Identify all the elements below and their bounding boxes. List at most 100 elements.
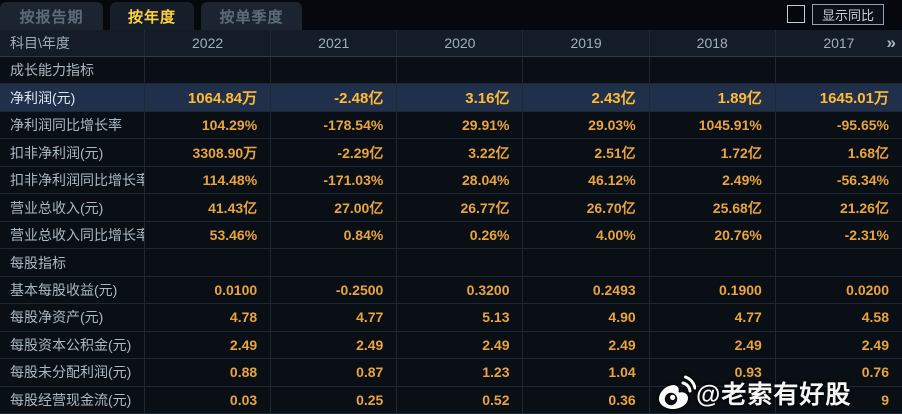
value-cell: 2.49: [145, 331, 272, 359]
value-cell: 4.77: [271, 304, 398, 331]
value-cell: [145, 249, 272, 276]
value-cell: [397, 57, 524, 84]
table-row[interactable]: 每股未分配利润(元) 0.88 0.87 1.23 1.04 0.93 0.76: [0, 359, 902, 387]
value-cell: 21.26亿: [839, 199, 889, 216]
value-cell: 53.46%: [145, 221, 272, 249]
row-label: 营业总收入(元): [0, 194, 145, 221]
value-cell: 0.2493: [523, 276, 650, 304]
value-cell: 2.49%: [650, 166, 776, 194]
row-label: 每股净资产(元): [0, 304, 145, 331]
table-row[interactable]: 每股净资产(元) 4.78 4.77 5.13 4.90 4.77 4.58: [0, 304, 902, 332]
section-header-row[interactable]: 成长能力指标: [0, 57, 902, 85]
table-row[interactable]: 营业总收入(元) 41.43亿 27.00亿 26.77亿 26.70亿 25.68亿 21…: [0, 194, 902, 222]
value-cell: 0.52: [397, 386, 524, 414]
value-cell: 0.87: [271, 359, 398, 386]
table-row[interactable]: 营业总收入同比增长率 53.46% 0.84% 0.26% 4.00% 20.76% -2.…: [0, 221, 902, 250]
value-cell: 0.3200: [397, 276, 524, 304]
value-cell: 0.26%: [397, 221, 524, 249]
section-header-row[interactable]: 每股指标: [0, 249, 902, 277]
table-row[interactable]: 净利润(元) 1064.84万 -2.48亿 3.16亿 2.43亿 1.89亿 1645.…: [0, 84, 902, 112]
financial-table: 科目\年度 2022 2021 2020 2019 2018 2017 » 成长…: [0, 30, 902, 414]
table-row[interactable]: 扣非净利润(元) 3308.90万 -2.29亿 3.22亿 2.51亿 1.72亿 1.6…: [0, 139, 902, 167]
value-cell: [271, 57, 398, 84]
show-yoy-label[interactable]: 显示同比: [812, 4, 885, 25]
value-cell: 41.43亿: [145, 194, 272, 221]
tab-by-year[interactable]: 按年度: [110, 2, 194, 30]
value-cell: -178.54%: [271, 111, 398, 139]
row-label: 每股未分配利润(元): [0, 359, 145, 386]
table-row[interactable]: 净利润同比增长率 104.29% -178.54% 29.91% 29.03% 1045.…: [0, 111, 902, 140]
value-cell: 0.88: [145, 359, 272, 386]
value-cell: 3.22亿: [397, 139, 524, 166]
value-cell: 0.84%: [271, 221, 398, 249]
value-cell: -171.03%: [271, 166, 398, 194]
value-cell: 29.91%: [397, 111, 524, 139]
year-header-2020: 2020: [397, 30, 524, 56]
value-cell: -2.48亿: [271, 84, 398, 111]
value-cell: 0.03: [145, 386, 272, 414]
year-header-2021: 2021: [271, 30, 398, 56]
value-cell: [145, 57, 272, 84]
value-cell: 27.00亿: [271, 194, 398, 221]
value-cell: [397, 249, 524, 276]
value-cell: 1.04: [523, 359, 650, 386]
value-cell: 2.49: [523, 331, 650, 359]
value-cell: 1045.91%: [650, 111, 776, 139]
value-cell: [271, 249, 398, 276]
year-header-2019: 2019: [523, 30, 650, 56]
row-label: 净利润(元): [0, 84, 145, 111]
value-cell: [650, 249, 776, 276]
value-cell: [776, 249, 902, 275]
year-header-2022: 2022: [145, 30, 272, 56]
year-header-2018: 2018: [650, 30, 776, 56]
value-cell: 4.00%: [523, 221, 650, 249]
row-label: 成长能力指标: [0, 57, 145, 84]
value-cell: 0.0200: [846, 281, 889, 298]
value-cell: [523, 249, 650, 276]
value-cell: 4.78: [145, 304, 272, 331]
row-label: 营业总收入同比增长率: [0, 221, 145, 249]
tab-by-quarter[interactable]: 按单季度: [201, 2, 302, 30]
table-row[interactable]: 每股经营现金流(元) 0.03 0.25 0.52 0.36 0 9: [0, 386, 902, 414]
value-cell: 2.43亿: [523, 84, 650, 111]
row-label: 每股经营现金流(元): [0, 386, 145, 414]
value-cell: 1645.01万: [819, 90, 889, 108]
row-label: 扣非净利润同比增长率: [0, 166, 145, 194]
more-years-icon[interactable]: »: [886, 33, 897, 52]
table-row[interactable]: 扣非净利润同比增长率 114.48% -171.03% 28.04% 46.12% 2.4…: [0, 166, 902, 195]
table-row[interactable]: 每股资本公积金(元) 2.49 2.49 2.49 2.49 2.49 2.49: [0, 331, 902, 360]
value-cell: 28.04%: [397, 166, 524, 194]
row-label: 每股指标: [0, 249, 145, 276]
table-row[interactable]: 基本每股收益(元) 0.0100 -0.2500 0.3200 0.2493 0.1900…: [0, 276, 902, 305]
value-cell: -2.31%: [844, 227, 889, 244]
value-cell: 0.25: [271, 386, 398, 414]
value-cell: 26.77亿: [397, 194, 524, 221]
value-cell: 0.0100: [145, 276, 272, 304]
value-cell: 1.68亿: [847, 144, 889, 161]
value-cell: 3308.90万: [145, 139, 272, 166]
row-label: 每股资本公积金(元): [0, 331, 145, 359]
value-cell: 26.70亿: [523, 194, 650, 221]
value-cell: 25.68亿: [650, 194, 776, 221]
value-cell: -56.34%: [836, 172, 889, 189]
show-yoy-checkbox[interactable]: [787, 5, 805, 23]
value-cell: 1.23: [397, 359, 524, 386]
value-cell: -2.29亿: [271, 139, 398, 166]
value-cell: 3.16亿: [397, 84, 524, 111]
value-cell: 0.76: [861, 364, 889, 381]
row-label: 基本每股收益(元): [0, 276, 145, 304]
tab-by-report-period[interactable]: 按报告期: [0, 2, 103, 30]
row-label: 净利润同比增长率: [0, 111, 145, 139]
value-cell: 20.76%: [650, 221, 776, 249]
value-cell: 114.48%: [145, 166, 272, 194]
value-cell: 0.93: [650, 359, 776, 386]
value-cell: 4.90: [523, 304, 650, 331]
value-cell: 2.51亿: [523, 139, 650, 166]
value-cell: 0: [650, 386, 776, 414]
table-header-row: 科目\年度 2022 2021 2020 2019 2018 2017 »: [0, 30, 902, 57]
value-cell: 2.49: [397, 331, 524, 359]
value-cell: 46.12%: [523, 166, 650, 194]
value-cell: 29.03%: [523, 111, 650, 139]
value-cell: 1.72亿: [650, 139, 776, 166]
